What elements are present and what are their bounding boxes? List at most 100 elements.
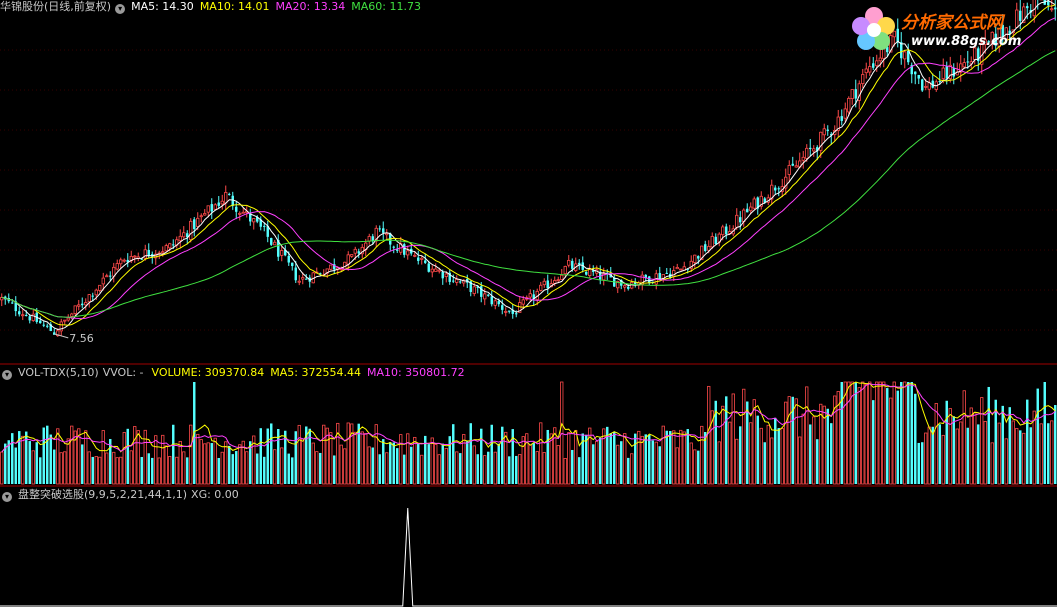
candle-body (878, 57, 882, 62)
volume-bar (77, 428, 81, 485)
candle-body (273, 241, 277, 246)
volume-bar (28, 441, 31, 484)
settings-icon[interactable]: ▾ (2, 370, 12, 380)
volume-bar (81, 444, 84, 484)
candle-body (252, 218, 256, 223)
signal-indicator-0: XG: 0.00 (191, 488, 239, 501)
volume-bar (784, 401, 788, 485)
candle-body (952, 67, 955, 77)
volume-panel-legend: ▾ VOL-TDX(5,10) VVOL: - VOLUME: 309370.84 MA… (0, 366, 477, 380)
volume-bar (266, 428, 269, 484)
volume-bar (553, 427, 557, 485)
candle-body (350, 254, 354, 257)
candle-body (39, 320, 42, 324)
candle-body (297, 280, 301, 283)
volume-bar (574, 430, 578, 485)
volume-bar (850, 381, 854, 485)
volume-bar (280, 447, 284, 485)
volume-bar (595, 440, 599, 485)
volume-indicator-2: MA10: 350801.72 (366, 366, 465, 379)
candle-body (784, 176, 788, 189)
candle-body (742, 209, 746, 222)
candle-body (602, 273, 606, 281)
volume-bar (697, 450, 700, 484)
candle-body (441, 271, 444, 279)
candle-body (508, 310, 511, 312)
volume-bar (206, 442, 210, 485)
candle-body (280, 250, 284, 256)
volume-bar (291, 457, 294, 484)
volume-bar (333, 455, 336, 484)
volume-bar (4, 443, 7, 484)
candle-body (42, 324, 45, 326)
volume-bar (599, 437, 602, 484)
volume-bar (441, 443, 444, 484)
volume-bar (1026, 399, 1029, 484)
volume-bar (1054, 405, 1057, 484)
moving-average-lines (1, 0, 1056, 331)
volume-bar (903, 381, 907, 485)
volume-bar (66, 438, 70, 485)
volume-bar (805, 386, 809, 485)
volume-bar (487, 451, 490, 484)
candle-body (319, 273, 322, 275)
volume-bar (374, 424, 378, 485)
volume-bar (794, 398, 798, 485)
candle-body (353, 248, 357, 254)
volume-bar (857, 387, 861, 485)
candle-body (231, 195, 234, 206)
volume-bar (648, 434, 651, 484)
candle-body (161, 251, 165, 254)
flower-logo-icon (852, 7, 895, 50)
volume-bar (1015, 428, 1019, 485)
volume-bar (182, 451, 186, 485)
candle-body (213, 204, 217, 210)
volume-bar (521, 436, 525, 485)
volume-bar (840, 382, 843, 484)
candle-body (178, 235, 182, 242)
candle-body (592, 270, 595, 272)
volume-bar (140, 456, 143, 484)
volume-bar (25, 431, 28, 484)
volume-bar (133, 426, 137, 485)
candle-body (556, 279, 560, 282)
candle-body (840, 116, 843, 121)
volume-bar (969, 407, 973, 485)
settings-icon[interactable]: ▾ (2, 492, 12, 502)
volume-bar (546, 429, 549, 484)
volume-ma-lines (1, 381, 1056, 453)
volume-bar (833, 395, 837, 485)
candle-body (542, 280, 546, 286)
volume-bar (731, 393, 735, 485)
volume-bar (53, 449, 56, 484)
volume-bar (497, 443, 500, 484)
volume-bar (1008, 407, 1011, 484)
volume-bar (549, 433, 553, 485)
candle-body (472, 286, 476, 294)
candle-body (98, 284, 102, 291)
volume-bar (861, 381, 865, 485)
settings-icon[interactable]: ▾ (115, 4, 126, 14)
volume-bar (483, 455, 487, 485)
volume-bar (224, 441, 228, 485)
volume-bar (640, 435, 644, 485)
volume-bar (791, 396, 794, 484)
volume-bar (535, 451, 539, 485)
volume-bar (196, 433, 200, 485)
volume-bar (1050, 420, 1054, 485)
candle-body (59, 321, 63, 332)
volume-bar (504, 431, 508, 485)
volume-bar (830, 423, 833, 484)
candle-body (585, 271, 588, 275)
volume-bar (896, 390, 899, 484)
volume-bar (889, 397, 893, 485)
volume-bar (847, 381, 851, 485)
candle-body (305, 278, 308, 280)
low-marker-label: 7.56 (69, 332, 94, 345)
volume-bar (563, 458, 567, 485)
candle-body (413, 254, 417, 257)
candle-body (739, 217, 742, 223)
candle-body (224, 192, 228, 204)
volume-bar (735, 438, 739, 485)
